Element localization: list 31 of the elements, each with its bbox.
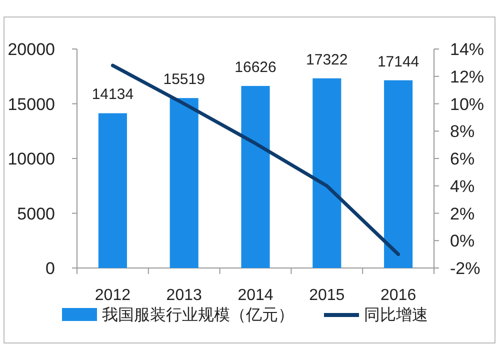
bar <box>98 113 127 268</box>
y2-tick-label: 14% <box>450 40 484 59</box>
legend-label: 同比增速 <box>364 306 428 324</box>
y-tick-label: 10000 <box>8 150 55 168</box>
data-label: 14134 <box>92 86 134 104</box>
y2-tick-label: 8% <box>450 122 475 142</box>
bar <box>384 80 413 268</box>
y2-tick-label: -2% <box>450 259 480 278</box>
y-tick-label: 0 <box>46 259 55 278</box>
x-tick-label: 2013 <box>166 287 202 304</box>
bar <box>170 98 198 268</box>
y2-tick-label: 0% <box>450 232 475 251</box>
y2-tick-label: 4% <box>450 176 475 196</box>
y-tick-label: 20000 <box>8 40 55 59</box>
bar <box>312 78 342 268</box>
x-tick-label: 2014 <box>238 287 274 304</box>
y2-tick-label: 10% <box>450 94 484 114</box>
data-label: 16626 <box>234 58 276 76</box>
data-label: 17322 <box>306 51 348 68</box>
data-label: 17144 <box>377 53 420 70</box>
x-tick-label: 2016 <box>380 287 416 304</box>
legend-label: 我国服装行业规模（亿元） <box>102 306 294 324</box>
x-tick-label: 2015 <box>309 287 345 304</box>
y-tick-label: 15000 <box>8 94 55 114</box>
y2-tick-label: 2% <box>450 204 475 224</box>
y-tick-label: 5000 <box>17 204 55 224</box>
data-label: 15519 <box>163 71 205 88</box>
bar <box>241 86 270 268</box>
x-tick-label: 2012 <box>94 287 131 304</box>
y2-tick-label: 12% <box>450 67 484 86</box>
y2-tick-label: 6% <box>450 150 475 168</box>
